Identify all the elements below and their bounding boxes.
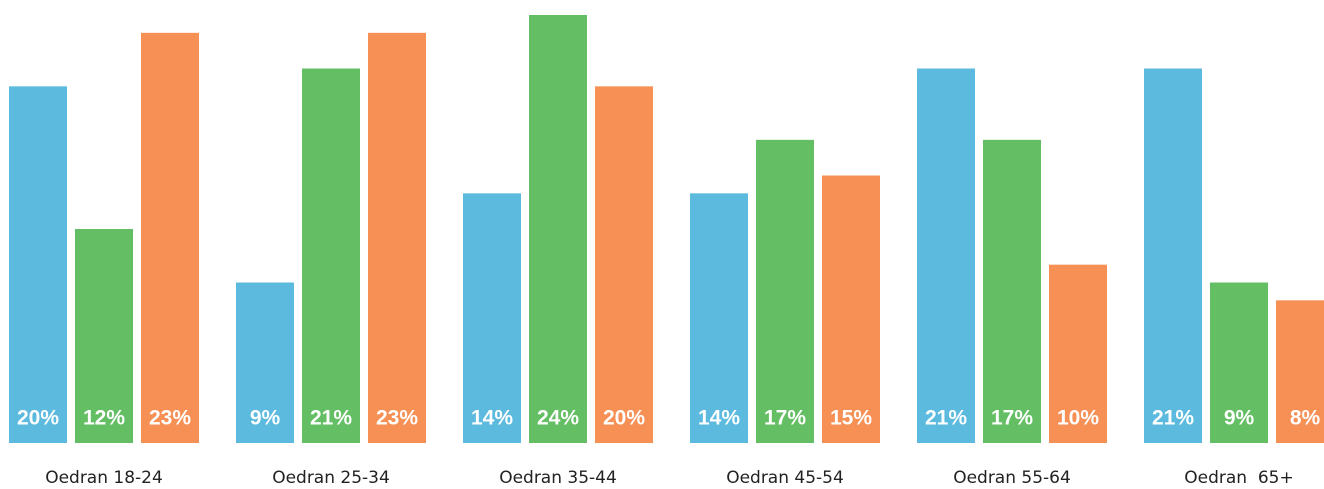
value-label: 9% [1224,407,1255,430]
value-label: 10% [1057,407,1099,430]
x-tick-label: Oedran 55-64 [953,468,1071,488]
bar [595,86,653,443]
bar [368,32,426,443]
bar [1049,264,1107,443]
value-label: 24% [537,407,579,430]
bar [983,139,1041,444]
bar [690,193,748,443]
value-label: 23% [376,407,418,430]
value-label: 14% [471,407,513,430]
x-tick-label: Oedran 25-34 [272,468,390,488]
value-label: 21% [925,407,967,430]
bar [463,193,521,443]
bar [9,86,67,443]
x-tick-label: Oedran 35-44 [499,468,617,488]
value-label: 17% [991,407,1033,430]
bar [756,139,814,444]
bar [822,175,880,443]
x-tick-label: Oedran 45-54 [726,468,844,488]
value-label: 17% [764,407,806,430]
value-label: 14% [698,407,740,430]
bar [917,68,975,443]
bar [1144,68,1202,443]
value-label: 21% [310,407,352,430]
value-label: 8% [1290,407,1321,430]
value-label: 20% [603,407,645,430]
bar [1276,300,1324,443]
bar [1210,282,1268,443]
value-label: 21% [1152,407,1194,430]
value-label: 23% [149,407,191,430]
x-tick-label: Oedran 65+ [1184,468,1294,488]
bar [236,282,294,443]
bar [302,68,360,443]
bar [141,32,199,443]
value-label: 12% [83,407,125,430]
value-label: 15% [830,407,872,430]
value-label: 9% [250,407,281,430]
bar [529,15,587,443]
x-tick-label: Oedran 18-24 [45,468,163,488]
value-label: 20% [17,407,59,430]
bar [75,229,133,443]
